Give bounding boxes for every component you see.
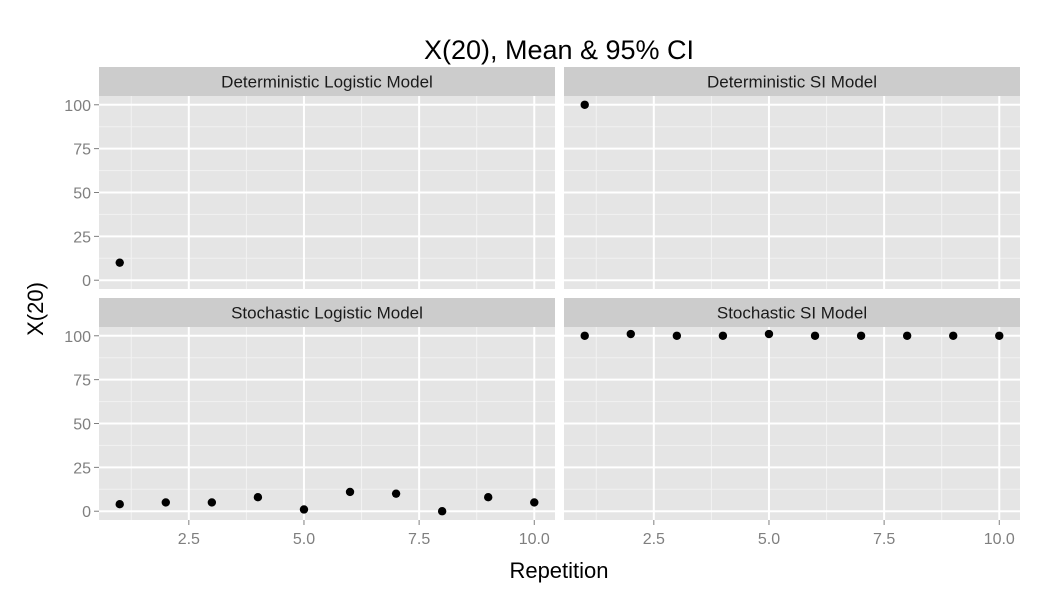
y-tick-label: 50 (73, 417, 91, 434)
x-tick-label: 10.0 (984, 531, 1015, 548)
y-tick-label: 50 (73, 186, 91, 203)
data-point (718, 331, 728, 340)
facet-strip (99, 298, 555, 327)
facet-panel: Stochastic Logistic Model 0 25 50 75 100 2.5 5.… (64, 298, 555, 548)
facet-strip-label: Deterministic Logistic Model (221, 73, 433, 92)
data-point (672, 331, 682, 340)
data-point (253, 492, 263, 502)
facet-strip (564, 67, 1020, 96)
data-point (856, 331, 866, 340)
facet-panel: Deterministic SI Model (564, 67, 1020, 289)
data-point (902, 331, 912, 340)
data-point (345, 487, 355, 497)
data-point (207, 498, 217, 507)
x-tick-label: 2.5 (178, 531, 200, 548)
data-point (995, 331, 1004, 340)
facet-strip-label: Stochastic Logistic Model (231, 304, 423, 323)
data-point (115, 258, 124, 267)
x-tick-label: 5.0 (293, 531, 315, 548)
y-tick-label: 0 (82, 273, 91, 290)
facet-strip-label: Stochastic SI Model (717, 304, 867, 323)
x-tick-label: 7.5 (873, 531, 895, 548)
y-tick-label: 100 (64, 98, 91, 115)
y-axis-title: X(20) (23, 282, 48, 336)
data-point (764, 329, 774, 339)
y-tick-label: 75 (73, 142, 91, 159)
x-tick-label: 7.5 (408, 531, 430, 548)
facet-strip-label: Deterministic SI Model (707, 73, 877, 92)
x-tick-label: 2.5 (643, 531, 665, 548)
facet-panel: Deterministic Logistic Model 0 25 50 75 100 (64, 67, 555, 290)
panels-layer: Deterministic Logistic Model0255075100De… (64, 67, 1020, 548)
data-point (437, 507, 447, 516)
data-point (580, 331, 589, 340)
data-point (530, 498, 539, 507)
data-point (484, 492, 493, 502)
x-axis-title: Repetition (509, 558, 608, 583)
x-tick-label: 5.0 (758, 531, 780, 548)
data-point (626, 329, 635, 339)
data-point (810, 331, 820, 340)
y-tick-label: 0 (82, 504, 91, 521)
y-tick-label: 100 (64, 329, 91, 346)
data-point (161, 498, 170, 507)
data-point (299, 505, 309, 514)
facet-strip (564, 298, 1020, 327)
y-tick-label: 25 (73, 460, 91, 477)
y-tick-label: 75 (73, 373, 91, 390)
data-point (391, 489, 401, 498)
chart-title: X(20), Mean & 95% CI (424, 35, 694, 65)
data-point (949, 331, 958, 340)
data-point (580, 100, 589, 109)
facet-strip (99, 67, 555, 96)
data-point (115, 500, 124, 509)
x-tick-label: 10.0 (519, 531, 550, 548)
y-tick-label: 25 (73, 229, 91, 246)
facet-panel: Stochastic SI Model 2.5 5.0 7.5 10.0 (564, 298, 1020, 548)
